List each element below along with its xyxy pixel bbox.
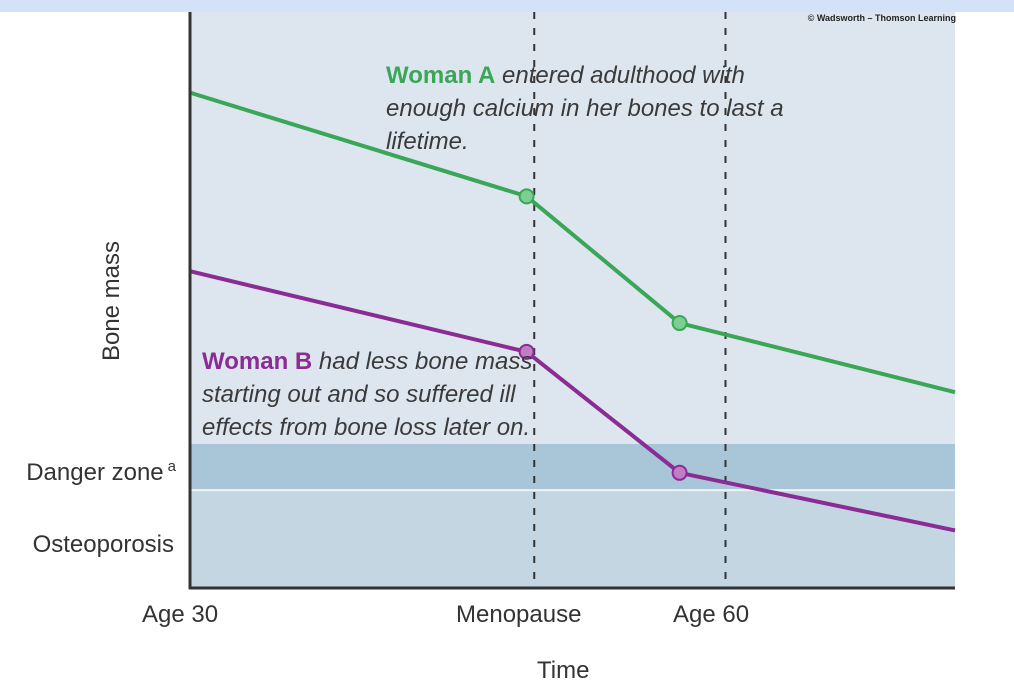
copyright-notice: © Wadsworth – Thomson Learning [807, 13, 956, 23]
x-axis-label: Time [537, 657, 590, 684]
woman-a-label: Woman A [386, 62, 496, 89]
woman-a-line [189, 90, 956, 395]
annotation-woman-a: Woman A entered adulthood with enough ca… [386, 59, 806, 158]
zones-group [190, 444, 955, 588]
woman-b-marker-1 [518, 343, 535, 360]
reference-lines [533, 12, 727, 588]
zone-danger [190, 444, 955, 491]
woman-b-label: Woman B [202, 348, 313, 375]
annotation-woman-b: Woman B had less bone mass starting out … [202, 345, 542, 444]
footnote-marker: a [167, 458, 176, 475]
woman-a-marker-2 [671, 315, 688, 332]
x-tick-label-1: Age 30 [142, 601, 219, 628]
zone-label-danger: Danger zone a [26, 458, 176, 486]
woman-b-line [189, 269, 956, 533]
woman-a-text: entered adulthood with enough calcium in… [386, 62, 784, 155]
woman-b-text: had less bone mass starting out and so s… [202, 348, 533, 441]
top-band [0, 0, 1014, 12]
x-tick-label-3: Age 60 [673, 601, 750, 628]
woman-a-marker-1 [518, 188, 535, 205]
series-group [189, 90, 956, 533]
y-axis-label: Bone mass [98, 240, 126, 362]
x-tick-label-2: Menopause [456, 601, 582, 628]
zone-osteoporosis [190, 490, 955, 588]
zone-label-osteoporosis: Osteoporosis [32, 531, 174, 558]
woman-b-marker-2 [671, 464, 688, 481]
axes-group [188, 12, 955, 590]
